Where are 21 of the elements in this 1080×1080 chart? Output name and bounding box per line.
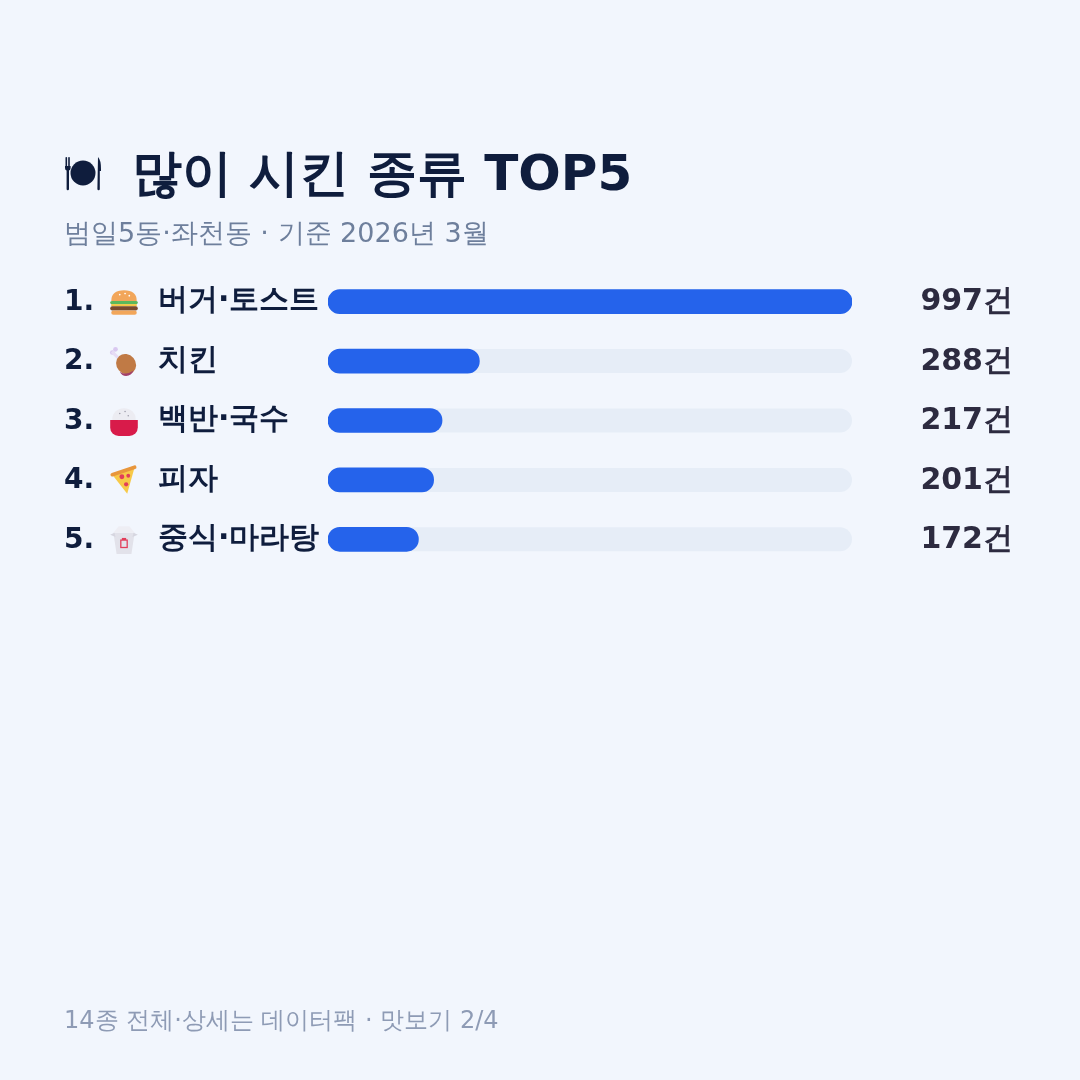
text: 5.	[64, 521, 95, 555]
bar	[328, 526, 419, 552]
bar	[328, 408, 443, 433]
text: 2.	[64, 343, 95, 377]
y-tick-label: 백반·국수	[158, 400, 290, 436]
text: 4.	[64, 462, 95, 496]
chart-title: 많이 시킨 종류 TOP5	[132, 143, 633, 204]
text: 3.	[64, 402, 95, 436]
y-tick-label: 버거·토스트	[158, 281, 320, 317]
data-label: 997건	[920, 282, 1013, 318]
data-label: 288건	[920, 341, 1013, 377]
y-tick-label: 피자	[158, 459, 218, 495]
data-label: 201건	[920, 460, 1013, 496]
text: 14종 전체·상세는 데이터팩 · 맛보기 2/4	[64, 1005, 499, 1035]
text: 1.	[64, 283, 95, 317]
bar	[328, 467, 434, 493]
chart-subtitle: 범일5동·좌천동 · 기준 2026년 3월	[64, 216, 489, 250]
y-tick-label: 치킨	[158, 340, 218, 376]
data-label: 172건	[920, 520, 1013, 556]
data-label: 217건	[920, 401, 1013, 437]
y-tick-label: 중식·마라탕	[158, 519, 320, 555]
